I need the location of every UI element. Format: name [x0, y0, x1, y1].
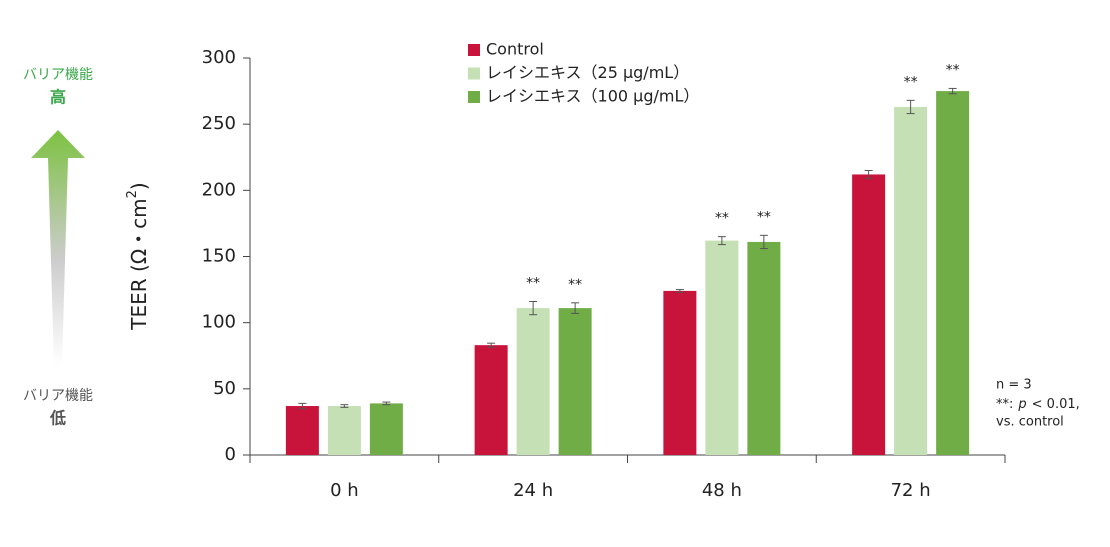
scale-bottom-strong: 低	[49, 409, 66, 428]
bar	[705, 240, 739, 455]
note-sig-rest: < 0.01,	[1032, 397, 1080, 412]
bar	[936, 91, 970, 455]
y-tick-label: 0	[225, 444, 236, 465]
scale-top-strong: 高	[50, 88, 66, 107]
note-last: vs. control	[996, 415, 1064, 430]
significance-label: **	[757, 209, 771, 225]
scale-top: バリア機能	[23, 67, 93, 83]
bar	[663, 290, 697, 455]
legend-swatch	[468, 91, 480, 103]
legend-swatch	[468, 67, 480, 80]
significance-label: **	[715, 211, 729, 227]
note-n: n = 3	[996, 378, 1032, 393]
note-sig: **: p < 0.01,	[996, 397, 1080, 412]
y-label-sup: 2	[125, 190, 140, 198]
y-tick-label: 250	[202, 113, 236, 134]
significance-label: **	[568, 277, 582, 293]
bar	[747, 241, 781, 455]
bar	[369, 403, 403, 455]
bar	[516, 308, 550, 455]
y-tick-label: 100	[202, 312, 236, 333]
significance-label: **	[904, 74, 918, 90]
bar	[285, 406, 319, 455]
bar	[474, 345, 508, 455]
legend-label: Control	[486, 40, 544, 59]
note-sig-prefix: **:	[996, 397, 1013, 412]
x-tick-label: 72 h	[891, 480, 931, 501]
x-tick-label: 0 h	[330, 480, 359, 501]
bar	[558, 308, 592, 455]
y-axis-label: TEER (Ω・cm2)	[125, 182, 151, 330]
scale-arrow	[31, 130, 85, 365]
scale-bottom: バリア機能	[23, 388, 93, 404]
bar	[852, 174, 886, 455]
y-tick-label: 200	[202, 179, 236, 200]
y-label-text: TEER (Ω・cm	[127, 198, 151, 330]
legend-label: レイシエキス（25 μg/mL）	[486, 63, 689, 82]
y-tick-label: 50	[213, 378, 236, 399]
significance-label: **	[946, 62, 960, 78]
bar	[327, 406, 361, 455]
note-sig-var: p	[1017, 397, 1026, 412]
y-tick-label: 150	[202, 246, 236, 267]
y-label-end: )	[127, 182, 151, 190]
x-tick-label: 48 h	[702, 480, 742, 501]
y-tick-label: 300	[202, 47, 236, 68]
significance-label: **	[526, 275, 540, 291]
legend-swatch	[468, 44, 480, 56]
legend-label: レイシエキス（100 μg/mL）	[486, 87, 699, 106]
bar	[894, 106, 928, 456]
x-tick-label: 24 h	[513, 480, 553, 501]
